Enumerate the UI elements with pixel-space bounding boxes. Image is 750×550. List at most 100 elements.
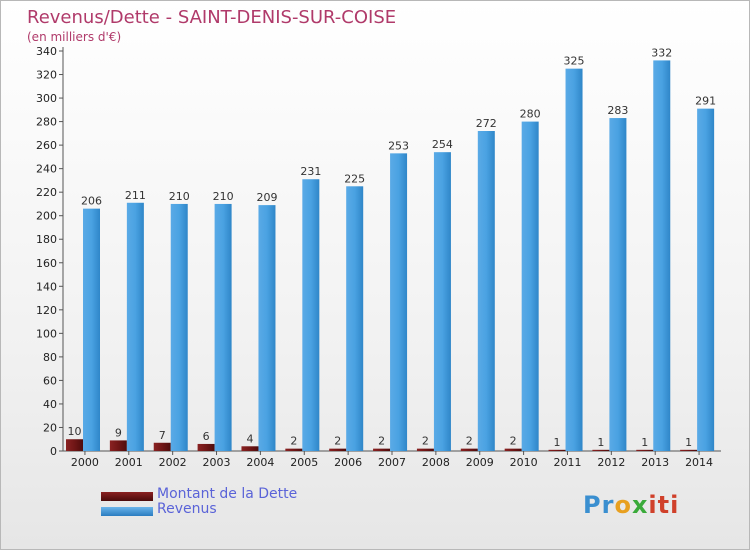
bar-dette [373,448,391,451]
data-label-revenus: 225 [344,172,365,185]
x-tick-label: 2003 [203,456,231,469]
data-label-revenus: 231 [300,165,321,178]
y-tick-label: 20 [43,421,57,434]
bar-revenus [302,179,320,451]
data-label-dette: 2 [466,435,473,448]
bar-dette [460,448,478,451]
bar-dette [680,449,698,451]
bar-dette [548,449,566,451]
data-label-revenus: 253 [388,139,409,152]
bar-revenus [390,153,408,451]
bar-revenus [433,152,451,452]
y-tick-label: 240 [36,163,57,176]
y-tick-label: 100 [36,327,57,340]
data-label-dette: 2 [510,435,517,448]
y-tick-label: 60 [43,374,57,387]
data-label-revenus: 211 [125,189,146,202]
data-label-dette: 9 [115,426,122,439]
data-label-dette: 4 [246,432,253,445]
x-tick-label: 2011 [553,456,581,469]
data-label-revenus: 254 [432,138,453,151]
data-label-dette: 1 [597,436,604,449]
x-tick-label: 2001 [115,456,143,469]
legend-label-revenus: Revenus [157,501,217,517]
bar-revenus [126,202,144,451]
y-tick-label: 260 [36,139,57,152]
bar-dette [109,440,127,451]
bar-revenus [83,208,100,451]
x-tick-label: 2013 [641,456,669,469]
data-label-dette: 10 [68,425,82,438]
x-tick-label: 2010 [510,456,538,469]
y-tick-label: 40 [43,398,57,411]
x-tick-label: 2014 [685,456,713,469]
data-label-revenus: 210 [169,190,190,203]
bar-revenus [653,60,671,451]
y-tick-label: 140 [36,280,57,293]
x-tick-label: 2009 [466,456,494,469]
data-label-revenus: 291 [695,95,716,108]
y-tick-label: 200 [36,210,57,223]
data-label-revenus: 280 [520,108,541,121]
bar-dette [285,448,303,451]
data-label-dette: 1 [641,436,648,449]
bar-revenus [477,131,495,451]
data-label-dette: 1 [685,436,692,449]
y-tick-label: 0 [50,445,57,458]
y-tick-label: 280 [36,116,57,129]
data-label-revenus: 206 [81,195,102,208]
chart-title: Revenus/Dette - SAINT-DENIS-SUR-COISE [27,7,397,28]
legend-swatch-dette [101,492,153,501]
bar-dette [416,448,434,451]
legend-swatch-revenus [101,507,153,516]
data-label-revenus: 272 [476,117,497,130]
data-label-dette: 2 [378,435,385,448]
y-tick-label: 80 [43,351,57,364]
bar-dette [329,448,347,451]
bar-revenus [346,186,364,451]
bar-revenus [170,203,188,451]
data-label-revenus: 210 [213,190,234,203]
y-tick-label: 340 [36,45,57,58]
x-tick-label: 2005 [290,456,318,469]
y-tick-label: 160 [36,257,57,270]
x-tick-label: 2006 [334,456,362,469]
bar-dette [153,442,171,451]
data-label-dette: 7 [159,429,166,442]
bar-dette [241,446,259,451]
x-tick-label: 2004 [246,456,274,469]
y-tick-label: 220 [36,186,57,199]
data-label-revenus: 209 [256,191,277,204]
legend-label-dette: Montant de la Dette [157,486,298,502]
x-tick-label: 2002 [159,456,187,469]
bar-dette [197,443,215,451]
y-tick-label: 320 [36,69,57,82]
data-label-revenus: 283 [607,104,628,117]
y-tick-label: 300 [36,92,57,105]
bar-revenus [565,68,583,451]
x-tick-label: 2007 [378,456,406,469]
x-tick-label: 2008 [422,456,450,469]
data-label-dette: 1 [554,436,561,449]
bar-revenus [609,118,627,451]
data-label-dette: 2 [334,435,341,448]
y-tick-label: 120 [36,304,57,317]
data-label-revenus: 332 [651,46,672,59]
data-label-dette: 2 [290,435,297,448]
bar-dette [66,439,83,451]
x-tick-label: 2000 [71,456,99,469]
data-label-revenus: 325 [564,55,585,68]
chart-subtitle: (en milliers d'€) [27,30,122,44]
bar-dette [592,449,610,451]
bar-dette [636,449,654,451]
bar-revenus [214,203,232,451]
x-tick-label: 2012 [597,456,625,469]
y-tick-label: 180 [36,233,57,246]
proxiti-logo: Proxiti [583,491,680,519]
bar-revenus [521,121,539,452]
bar-revenus [258,205,276,451]
bar-dette [504,448,522,451]
data-label-dette: 6 [203,430,210,443]
